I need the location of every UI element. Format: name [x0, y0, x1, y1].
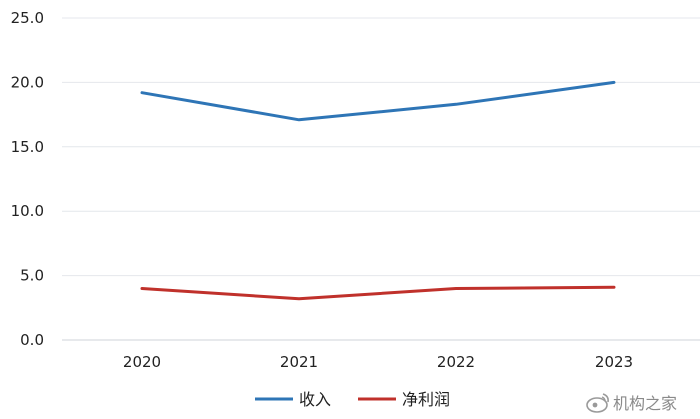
legend-label: 净利润: [402, 390, 450, 409]
legend: 收入 净利润: [255, 390, 450, 409]
watermark: 机构之家: [586, 393, 677, 413]
y-tick-label: 0.0: [20, 331, 44, 349]
legend-label: 收入: [299, 390, 331, 409]
legend-item: 收入: [255, 390, 331, 409]
x-tick-label: 2022: [437, 353, 475, 371]
series-layer: [140, 80, 616, 301]
weibo-icon: [586, 393, 609, 413]
y-axis: 0.0 5.0 10.0 15.0 20.0 25.0: [11, 9, 44, 349]
y-tick-label: 5.0: [20, 267, 44, 285]
grid-lines: [62, 17, 700, 341]
series-line-1: [140, 285, 616, 301]
y-tick-label: 10.0: [11, 202, 44, 220]
x-tick-label: 2020: [123, 353, 161, 371]
x-tick-label: 2023: [595, 353, 633, 371]
y-tick-label: 25.0: [11, 9, 44, 27]
y-tick-label: 20.0: [11, 73, 44, 91]
watermark-text: 机构之家: [613, 394, 677, 413]
y-tick-label: 15.0: [11, 138, 44, 156]
series-line-0: [140, 80, 616, 122]
x-axis: 2020 2021 2022 2023: [123, 353, 633, 371]
legend-item: 净利润: [358, 390, 450, 409]
x-tick-label: 2021: [280, 353, 318, 371]
